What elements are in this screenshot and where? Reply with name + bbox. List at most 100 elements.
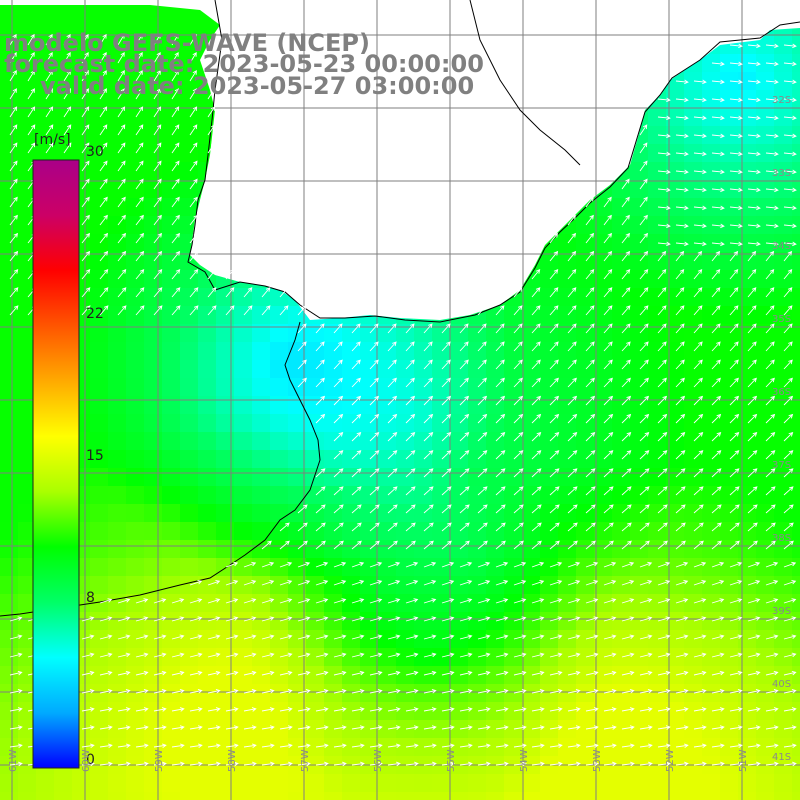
field-cell	[270, 378, 289, 397]
wind-arrow	[333, 522, 344, 532]
wind-arrow	[765, 359, 775, 370]
wind-arrow	[585, 395, 596, 406]
field-cell	[216, 504, 235, 523]
wind-arrow	[477, 598, 491, 604]
wind-arrow	[765, 580, 779, 586]
wind-arrow	[297, 707, 311, 712]
wind-arrow	[711, 79, 725, 85]
field-cell	[18, 432, 37, 451]
wind-arrow	[225, 580, 239, 586]
field-cell	[504, 648, 523, 667]
field-cell	[774, 90, 793, 109]
wind-arrow	[657, 522, 668, 532]
wind-arrow	[639, 634, 653, 640]
field-cell	[0, 324, 19, 343]
wind-arrow	[711, 187, 725, 193]
wind-arrow	[279, 540, 290, 550]
wind-arrow	[603, 341, 613, 352]
wind-arrow	[603, 413, 614, 424]
field-cell	[468, 576, 487, 595]
field-cell	[684, 720, 703, 739]
wind-arrow	[369, 468, 380, 478]
field-cell	[612, 720, 631, 739]
wind-arrow	[495, 540, 506, 550]
wind-arrow	[693, 359, 703, 370]
wind-arrow	[459, 468, 470, 478]
wind-arrow	[99, 707, 113, 712]
field-cell	[0, 378, 19, 397]
field-cell	[162, 738, 181, 757]
field-cell	[396, 540, 415, 559]
wind-arrow	[729, 359, 739, 370]
wind-arrow	[441, 486, 452, 496]
wind-arrow	[387, 580, 401, 586]
field-cell	[126, 666, 145, 685]
wind-arrow	[585, 688, 599, 694]
wind-arrow	[729, 761, 743, 767]
field-cell	[504, 450, 523, 469]
field-cell	[792, 684, 800, 703]
wind-arrow	[243, 743, 257, 749]
wind-arrow	[99, 88, 107, 100]
wind-arrow	[153, 670, 167, 676]
field-cell	[702, 684, 721, 703]
wind-arrow	[495, 341, 505, 352]
field-cell	[234, 738, 253, 757]
wind-arrow	[153, 707, 167, 712]
wind-arrow	[639, 323, 649, 334]
wind-arrow	[693, 250, 703, 262]
field-cell	[774, 774, 793, 793]
wind-arrow	[99, 70, 107, 82]
field-cell	[576, 522, 595, 541]
field-cell	[702, 126, 721, 145]
field-cell	[90, 72, 109, 91]
field-cell	[18, 630, 37, 649]
field-cell	[378, 666, 397, 685]
wind-arrow	[171, 305, 181, 316]
field-cell	[162, 18, 181, 37]
field-cell	[666, 450, 685, 469]
field-cell	[612, 702, 631, 721]
field-cell	[324, 630, 343, 649]
field-cell	[630, 180, 649, 199]
wind-arrow	[531, 580, 545, 586]
field-cell	[162, 36, 181, 55]
wind-arrow	[405, 561, 419, 568]
wind-arrow	[729, 133, 743, 139]
field-cell	[792, 648, 800, 667]
field-cell	[126, 540, 145, 559]
field-cell	[234, 594, 253, 613]
wind-arrow	[729, 598, 743, 604]
wind-arrow	[333, 323, 343, 334]
wind-arrow	[477, 377, 487, 388]
wind-arrow	[495, 652, 509, 658]
field-cell	[792, 720, 800, 739]
wind-arrow	[657, 634, 671, 640]
wind-arrow	[117, 88, 125, 100]
longitude-label: 57W	[300, 749, 311, 772]
wind-arrow	[369, 670, 383, 676]
wind-arrow	[747, 670, 761, 676]
wind-arrow	[423, 413, 434, 424]
field-cell	[126, 558, 145, 577]
wind-arrow	[261, 725, 275, 730]
field-cell	[576, 576, 595, 595]
wind-arrow	[675, 468, 686, 478]
field-cell	[360, 558, 379, 577]
wind-arrow	[783, 580, 797, 586]
wind-arrow	[729, 305, 739, 316]
field-cell	[162, 108, 181, 127]
field-cell	[360, 630, 379, 649]
wind-arrow	[603, 598, 617, 604]
wind-arrow	[369, 413, 380, 424]
field-cell	[468, 558, 487, 577]
field-cell	[0, 126, 19, 145]
field-cell	[0, 432, 19, 451]
wind-arrow	[45, 106, 54, 118]
coastline-north	[187, 0, 800, 323]
field-cell	[792, 540, 800, 559]
field-cell	[90, 558, 109, 577]
wind-arrow	[81, 287, 91, 298]
wind-arrow	[153, 232, 162, 244]
wind-arrow	[405, 522, 416, 532]
